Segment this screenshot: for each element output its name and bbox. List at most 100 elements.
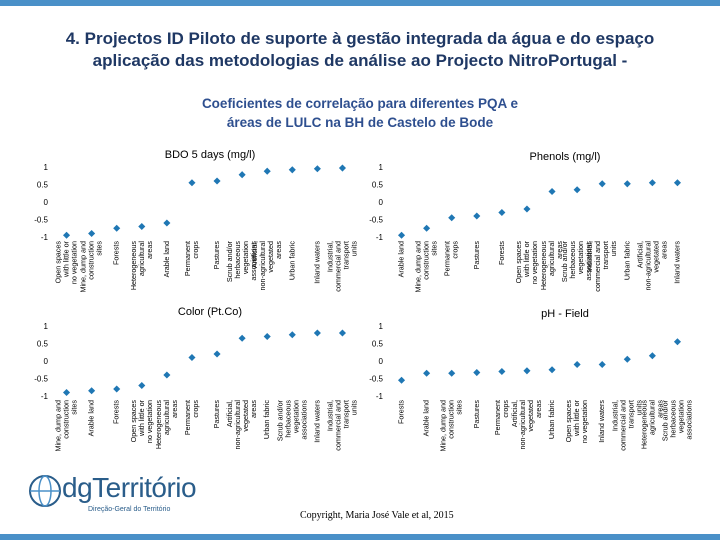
category-label-line: with little or (572, 399, 581, 437)
y-tick-label: 0 (379, 198, 384, 207)
category-label-line: Industrial, (325, 241, 334, 272)
category-label-line: Mine, dump and (79, 241, 88, 293)
category-label: Arable land (162, 241, 171, 277)
category-label-line: Industrial, (610, 400, 619, 431)
category-label-line: no vegetation (580, 400, 589, 443)
category-label-line: areas (145, 241, 154, 259)
category-label-line: associations (299, 400, 308, 440)
category-label-line: Permanent (183, 400, 192, 435)
category-label: Mine, dump and construction sites (439, 400, 464, 452)
data-point (88, 387, 96, 395)
category-label-line: Heterogeneous (154, 400, 163, 450)
category-label-line: Open spaces (564, 400, 573, 443)
category-label-line: vegetation (676, 400, 685, 433)
data-point (113, 385, 121, 393)
category-label: Industrial, commercial and transport units (585, 241, 618, 292)
category-label-line: herbaceous (668, 400, 677, 438)
category-label-line: Industrial, (325, 400, 334, 431)
y-tick-label: 1 (44, 322, 49, 331)
category-label: Urban fabric (622, 241, 631, 281)
data-point (473, 369, 481, 377)
category-label: Pastures (472, 241, 481, 270)
category-label: Artificial, non-agricultural vegetated area… (225, 400, 258, 450)
category-label-line: herbaceous (233, 241, 242, 279)
category-label-line: construction (447, 400, 456, 439)
category-label-line: construction (87, 241, 96, 280)
category-label-line: Artificial, (225, 400, 234, 427)
category-label: Arable land (87, 400, 96, 436)
y-tick-label: 0 (379, 357, 384, 366)
category-label: Pastures (212, 400, 221, 429)
category-label-line: no vegetation (145, 400, 154, 443)
data-point (548, 187, 556, 196)
category-label-line: Forests (397, 400, 406, 424)
y-tick-label: -1 (41, 233, 49, 242)
data-point (113, 224, 121, 232)
data-point (448, 214, 456, 222)
category-label-line: agricultural (547, 241, 556, 277)
data-point (188, 179, 196, 187)
logo-text: dgTerritório (62, 472, 197, 503)
data-point (313, 329, 321, 337)
category-label-line: Inland waters (312, 400, 321, 443)
y-tick-label: -1 (41, 392, 49, 401)
y-tick-label: -0.5 (34, 375, 48, 384)
data-point (648, 179, 656, 187)
category-label: Mine, dump and construction sites (79, 241, 104, 293)
category-label: Open spaces with little or no vegetation (564, 399, 589, 443)
category-label: Heterogeneous agricultural areas (154, 400, 179, 450)
category-label-line: associations (249, 241, 258, 281)
title-line-2: aplicação das metodologias de análise ao… (92, 51, 628, 70)
category-label-line: Scrub and/or (560, 240, 569, 282)
category-label-line: Permanent (183, 241, 192, 276)
data-point (498, 367, 506, 376)
category-label-line: units (609, 241, 618, 257)
category-label: Forests (497, 241, 506, 265)
logo-subtext: Direção-Geral do Território (88, 506, 171, 513)
category-label-line: vegetation (291, 400, 300, 433)
category-label: Mine, dump and construction sites (414, 241, 439, 293)
category-label-line: Pastures (472, 241, 481, 270)
y-tick-label: 0.5 (37, 181, 49, 190)
data-point (263, 167, 271, 175)
category-label-line: areas (534, 400, 543, 418)
data-point (473, 212, 481, 220)
category-label-line: units (634, 400, 643, 416)
data-point (288, 331, 296, 339)
data-point (523, 367, 531, 375)
subtitle-line-2: áreas de LULC na BH de Castelo de Bode (226, 115, 494, 130)
y-tick-label: 1 (44, 163, 49, 172)
data-point (338, 329, 346, 337)
category-label-line: agricultural (647, 400, 656, 436)
category-label-line: Mine, dump and (414, 241, 423, 293)
category-label-line: commercial and (593, 241, 602, 292)
category-label-line: herbaceous (568, 241, 577, 279)
category-label-line: non-agricultural (518, 400, 527, 450)
category-label: Open spaces with little or no vegetation (129, 399, 154, 443)
data-point (398, 231, 406, 239)
category-label: Open spaces with little or no vegetation (514, 240, 539, 284)
category-label-line: areas (274, 241, 283, 259)
category-label-line: areas (555, 241, 564, 259)
category-label-line: sites (430, 241, 439, 256)
category-label-line: transport (601, 241, 610, 269)
data-point (423, 224, 431, 232)
dgterritorio-logo: dgTerritório Direção-Geral do Território (28, 470, 197, 520)
data-point (448, 369, 456, 377)
category-label-line: Pastures (212, 400, 221, 429)
data-point (623, 355, 631, 363)
data-point (598, 360, 606, 369)
category-label-line: sites (70, 400, 79, 415)
y-tick-label: -0.5 (369, 375, 383, 384)
y-tick-label: 0.5 (372, 181, 384, 190)
category-label: Urban fabric (262, 400, 271, 440)
category-label-line: commercial and (333, 400, 342, 451)
chart-bdo: BDO 5 days (mg/l) 1 0.5 0 -0.5 -1 Open spaces… (20, 145, 365, 300)
data-point (213, 177, 221, 185)
category-label-line: Open spaces (129, 400, 138, 443)
category-label: Pastures (472, 400, 481, 429)
copyright: Copyright, Maria José Vale et al, 2015 (300, 510, 454, 521)
category-label: Forests (397, 400, 406, 424)
category-label-line: areas (659, 241, 668, 259)
data-point (598, 180, 606, 188)
